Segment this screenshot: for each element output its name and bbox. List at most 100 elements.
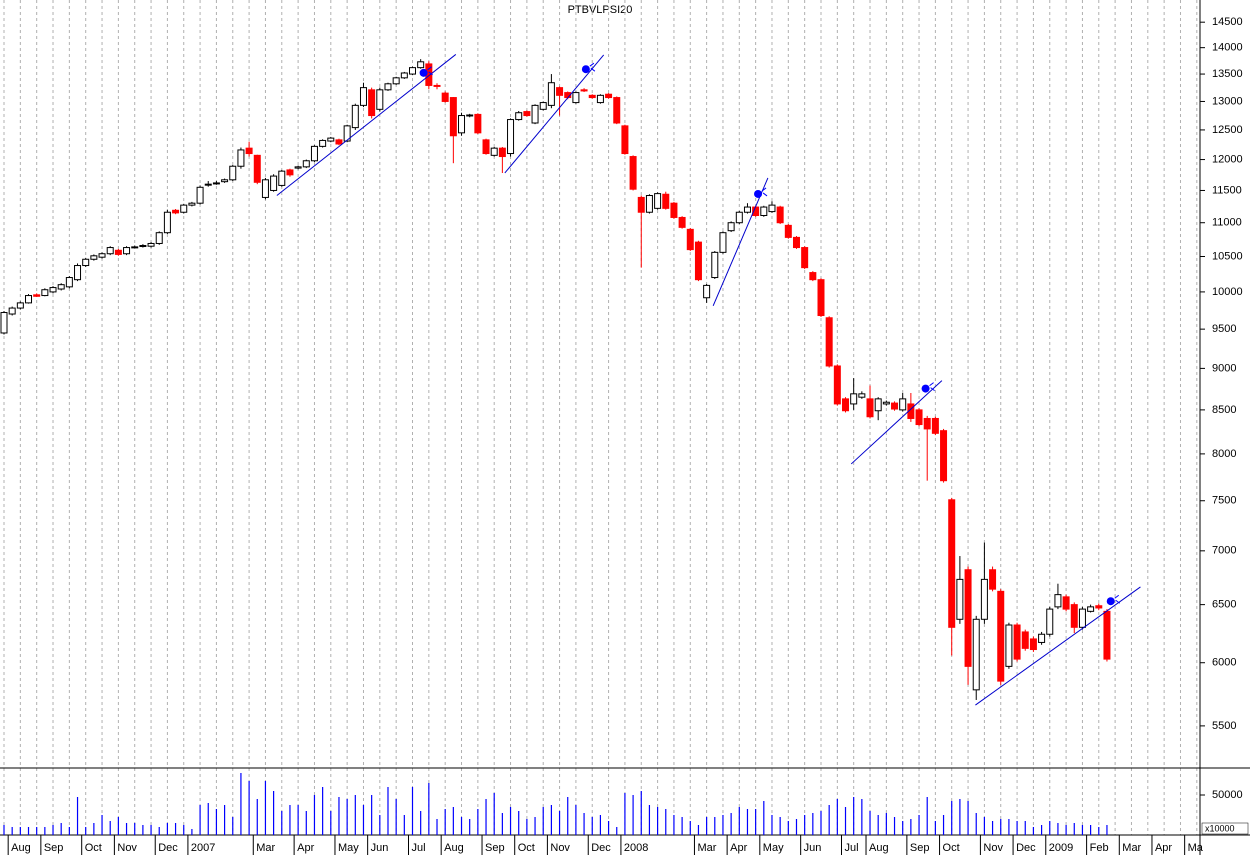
trend-marker-icon (427, 66, 433, 76)
candle-body (670, 202, 678, 218)
x-tick-label: Mar (697, 842, 716, 854)
candle-body (458, 115, 466, 134)
candle-body (948, 499, 956, 628)
trend-marker (581, 65, 590, 74)
candle-body (531, 104, 539, 124)
y-tick-label: 10000 (1212, 286, 1243, 298)
candle-body (106, 247, 114, 255)
candle-body (253, 154, 261, 183)
candle-body (711, 251, 719, 279)
x-tick-label: Aug (869, 842, 889, 854)
candle-body (1029, 638, 1037, 651)
trend-marker (419, 68, 428, 77)
y-tick-label: 12000 (1212, 153, 1243, 165)
candle-body (997, 590, 1005, 682)
candle-body (874, 398, 882, 412)
candle-body (858, 393, 866, 398)
y2-unit-label: x10000 (1205, 823, 1235, 833)
candle-body (16, 302, 24, 309)
candle-body (572, 92, 580, 104)
candle-body (686, 228, 694, 251)
candle-body (596, 94, 604, 104)
candle-body (1087, 606, 1095, 612)
candle-body (139, 245, 147, 248)
candle-body (123, 247, 131, 255)
x-tick-label: May (763, 842, 784, 854)
unit-box (1201, 822, 1249, 835)
candle-body (114, 249, 122, 255)
candle-body (270, 175, 278, 191)
candle-body (41, 289, 49, 297)
candle-body (74, 265, 82, 281)
y-tick-label: 8000 (1212, 448, 1236, 460)
candle-body (278, 170, 286, 186)
y-tick-label: 14000 (1212, 42, 1243, 54)
trend-marker (921, 384, 930, 393)
x-tick-label: Mar (1122, 842, 1141, 854)
candle-body (147, 242, 155, 247)
y-tick-label: 9500 (1212, 323, 1236, 335)
candle-body (940, 430, 948, 482)
candle-body (645, 195, 653, 213)
candle-body (833, 365, 841, 405)
candle-body (515, 112, 523, 121)
candle-body (221, 179, 229, 183)
candle-body (466, 114, 474, 117)
candle-body (343, 125, 351, 142)
candle-body (49, 287, 57, 293)
candle-body (931, 417, 939, 434)
candle-body (294, 166, 302, 169)
candle-body (131, 246, 139, 249)
candle-body (760, 206, 768, 216)
candle-body (1095, 605, 1103, 609)
candle-body (368, 89, 376, 117)
x-tick-label: Feb (1090, 842, 1109, 854)
x-tick-label: Jul (845, 842, 859, 854)
x-tick-label: Jun (804, 842, 822, 854)
x-tick-label: Nov (983, 842, 1003, 854)
candle-body (441, 92, 449, 102)
candle-body (212, 182, 220, 185)
candle-body (400, 72, 408, 79)
candle-body (33, 294, 41, 297)
x-tick-label: Sep (910, 842, 930, 854)
candle-body (384, 83, 392, 91)
candle-body (662, 193, 670, 209)
candle-body (1046, 608, 1054, 635)
candle-body (694, 241, 702, 281)
x-tick-label: Nov (550, 842, 570, 854)
candle-body (474, 113, 482, 134)
trendline (975, 586, 1141, 706)
candle-body (923, 417, 931, 430)
y-tick-label: 14500 (1212, 16, 1243, 28)
trend-marker-icon (1114, 594, 1121, 604)
candle-body (784, 224, 792, 238)
candle-body (629, 156, 637, 190)
candle-body (588, 94, 596, 99)
candle-body (433, 84, 441, 87)
candle-body (1103, 610, 1111, 660)
candle-body (98, 253, 106, 258)
trend-marker-icon (761, 187, 768, 197)
x-tick-label: 2009 (1049, 842, 1073, 854)
y-tick-label: 5500 (1212, 720, 1236, 732)
candle-body (1070, 604, 1078, 628)
x-tick-label: Oct (943, 842, 960, 854)
x-tick-label: Dec (1016, 842, 1036, 854)
candle-body (302, 160, 310, 168)
trend-marker-icon (589, 62, 596, 72)
x-tick-label: Sep (44, 842, 64, 854)
candle-body (188, 202, 196, 206)
candle-body (172, 209, 180, 214)
y-tick-label: 6500 (1212, 599, 1236, 611)
x-tick-label: Mar (256, 842, 275, 854)
candle-body (449, 97, 457, 137)
candle-body (972, 618, 980, 691)
candle-body (605, 93, 613, 99)
candle-body (286, 169, 294, 176)
candle-body (727, 222, 735, 232)
candle-body (57, 284, 65, 290)
candle-body (539, 102, 547, 110)
